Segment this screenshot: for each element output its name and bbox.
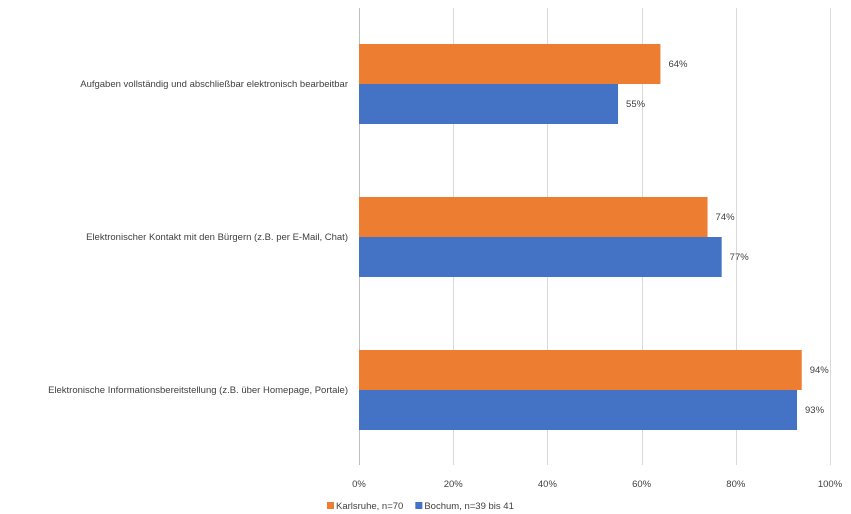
data-label: 77% (730, 252, 750, 263)
x-tick-label: 0% (352, 479, 366, 490)
bar (359, 390, 798, 430)
data-label: 55% (626, 99, 646, 110)
value-labels: 64% 74% 94% 55% 77% 93% (626, 59, 829, 416)
x-tick-label: 100% (818, 479, 843, 490)
legend-label: Karlsruhe, n=70 (336, 501, 403, 512)
x-axis-tick-labels: 0% 20% 40% 60% 80% 100% (352, 479, 843, 490)
bar (359, 237, 722, 277)
bar (359, 197, 708, 237)
data-label: 94% (810, 365, 830, 376)
category-label: Elektronische Informationsbereitstellung… (48, 385, 348, 396)
x-tick-label: 80% (726, 479, 746, 490)
category-label: Elektronischer Kontakt mit den Bürgern (… (86, 232, 348, 243)
x-tick-label: 40% (538, 479, 558, 490)
x-tick-label: 20% (444, 479, 464, 490)
data-label: 74% (716, 212, 736, 223)
legend: Karlsruhe, n=70 Bochum, n=39 bis 41 (327, 501, 514, 512)
category-label: Aufgaben vollständig und abschließbar el… (80, 79, 348, 90)
category-labels: Aufgaben vollständig und abschließbar el… (48, 79, 348, 396)
bar (359, 84, 619, 124)
bar (359, 44, 661, 84)
legend-swatch (327, 502, 334, 509)
data-label: 93% (805, 405, 825, 416)
legend-label: Bochum, n=39 bis 41 (424, 501, 514, 512)
x-tick-label: 60% (632, 479, 652, 490)
bar (359, 350, 802, 390)
data-label: 64% (668, 59, 688, 70)
legend-swatch (415, 502, 423, 509)
bars (359, 44, 802, 430)
